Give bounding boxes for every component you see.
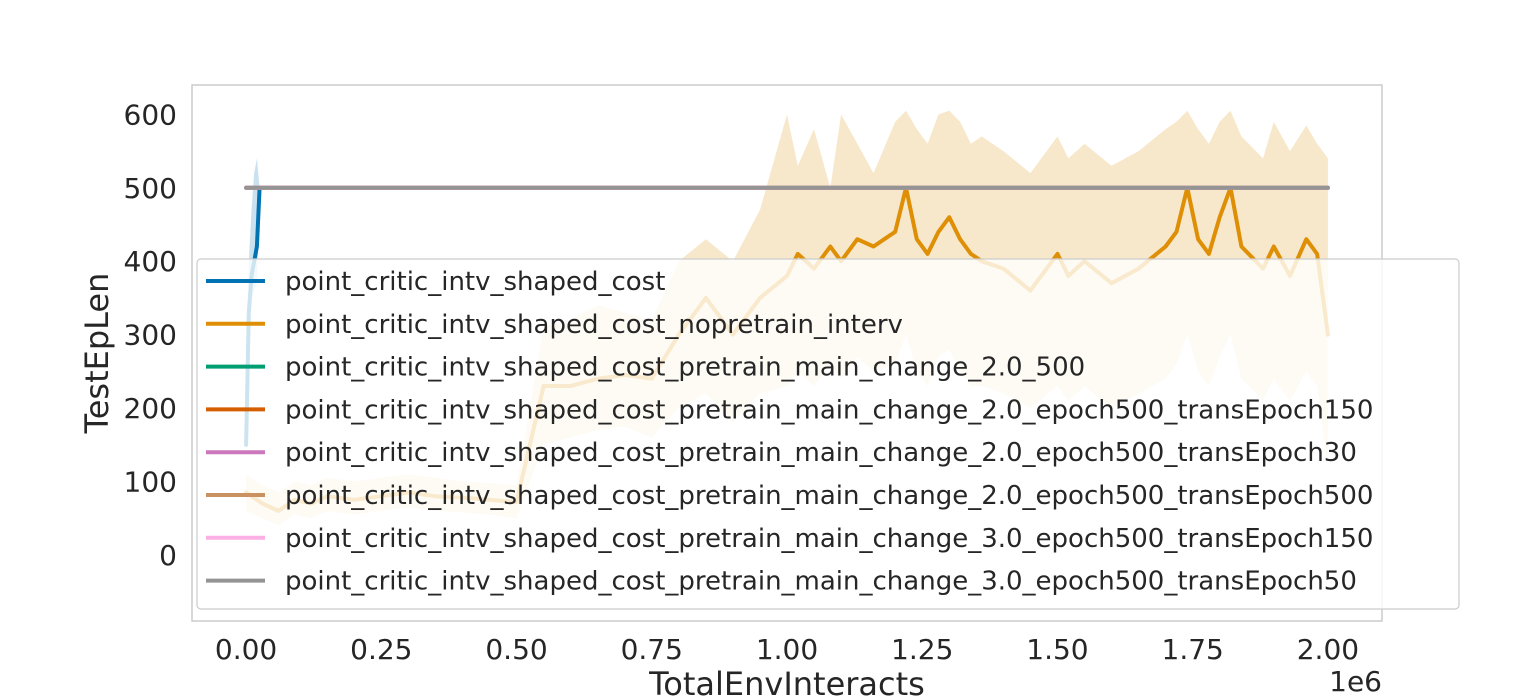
y-axis-label: TestEpLen	[78, 273, 116, 435]
legend-box	[196, 258, 1460, 610]
x-tick-label: 0.75	[621, 633, 683, 666]
legend: point_critic_intv_shaped_cost point_criti…	[196, 258, 1460, 610]
x-axis-offset-label: 1e6	[1329, 665, 1382, 698]
y-tick-label: 100	[124, 465, 177, 498]
x-tick-label: 1.75	[1162, 633, 1224, 666]
x-tick-label: 1.25	[891, 633, 953, 666]
x-tick-label: 2.00	[1297, 633, 1359, 666]
y-tick-label: 0	[159, 539, 177, 572]
y-tick-label: 500	[124, 172, 177, 205]
y-tick-label: 200	[124, 392, 177, 425]
y-tick-label: 300	[124, 319, 177, 352]
legend-label: point_critic_intv_shaped_cost_pretrain_m…	[285, 438, 1357, 468]
x-tick-label: 0.50	[485, 633, 547, 666]
legend-label: point_critic_intv_shaped_cost_pretrain_m…	[285, 395, 1373, 425]
x-tick-label: 1.50	[1026, 633, 1088, 666]
legend-label: point_critic_intv_shaped_cost_pretrain_m…	[285, 567, 1357, 597]
legend-label: point_critic_intv_shaped_cost_pretrain_m…	[285, 524, 1373, 554]
x-axis-ticks: 0.00 0.25 0.50 0.75 1.00 1.25 1.50 1.75 2.00	[215, 633, 1359, 666]
legend-label: point_critic_intv_shaped_cost_pretrain_m…	[285, 481, 1373, 511]
x-tick-label: 1.00	[756, 633, 818, 666]
x-tick-label: 0.25	[350, 633, 412, 666]
x-tick-label: 0.00	[215, 633, 277, 666]
legend-label: point_critic_intv_shaped_cost_pretrain_m…	[285, 353, 1085, 383]
x-axis-label: TotalEnvInteracts	[648, 665, 925, 699]
y-tick-label: 600	[124, 98, 177, 131]
y-axis-ticks: 0 100 200 300 400 500 600	[124, 98, 177, 572]
legend-label: point_critic_intv_shaped_cost_nopretrain…	[285, 310, 903, 340]
legend-label: point_critic_intv_shaped_cost	[285, 267, 665, 297]
y-tick-label: 400	[124, 245, 177, 278]
